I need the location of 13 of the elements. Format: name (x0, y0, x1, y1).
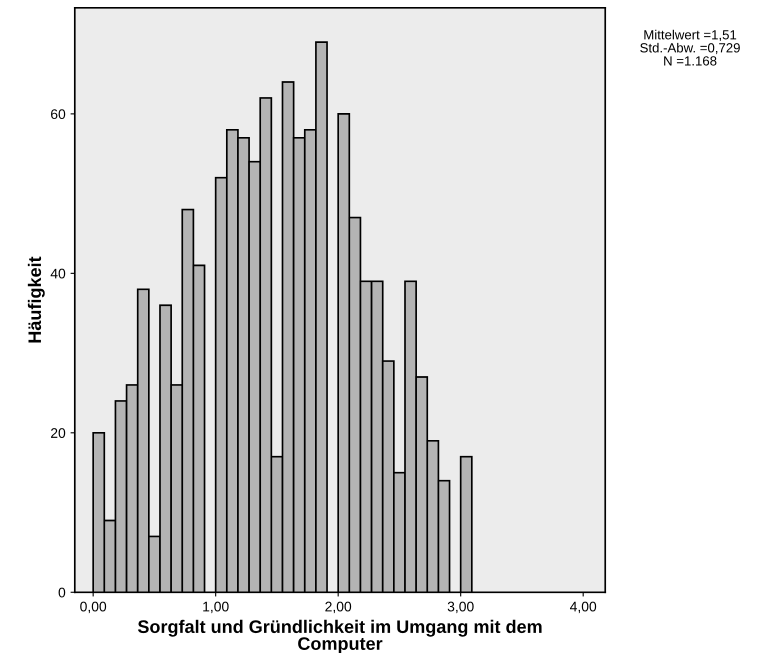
text: N =1.168 (664, 56, 716, 66)
x-tick-label: 0,00 (80, 602, 106, 614)
x-tick-label: 2,00 (325, 602, 352, 614)
y-tick-label: 20 (51, 428, 66, 438)
y-tick-label: 40 (50, 268, 66, 279)
text: Mittelwert =1,51 (644, 30, 736, 42)
text: Std.-Abw. =0,729 (640, 42, 740, 54)
y-tick-label: 0 (58, 588, 66, 598)
x-tick-label: 3,00 (448, 602, 474, 614)
x-tick-label: 4,00 (570, 602, 596, 614)
x-tick-label: 1,00 (203, 602, 229, 614)
y-axis-title: Häufigkeit (28, 256, 45, 342)
y-tick-label: 60 (51, 109, 66, 120)
